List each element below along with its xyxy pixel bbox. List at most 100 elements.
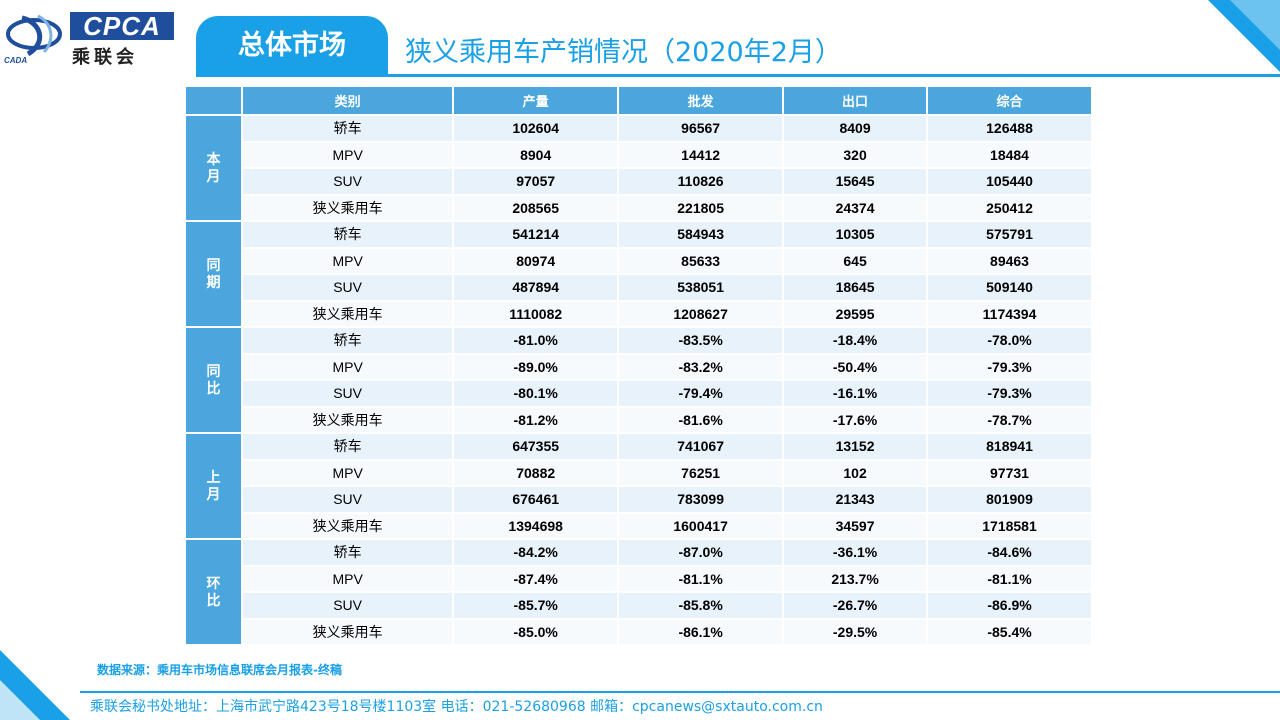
value-cell: 584943 xyxy=(619,222,783,247)
value-cell: 1110082 xyxy=(454,301,618,326)
category-cell: MPV xyxy=(243,354,453,379)
row-group-label: 同比 xyxy=(186,328,241,432)
value-cell: -86.9% xyxy=(928,593,1091,618)
value-cell: -81.1% xyxy=(928,566,1091,591)
value-cell: -79.4% xyxy=(619,381,783,406)
value-cell: 70882 xyxy=(454,460,618,485)
footer-contact: 乘联会秘书处地址：上海市武宁路423号18号楼1103室 电话：021-5268… xyxy=(90,699,823,715)
column-header: 综合 xyxy=(928,87,1091,114)
row-group-label: 环比 xyxy=(186,540,241,644)
value-cell: -83.2% xyxy=(619,354,783,379)
value-cell: 783099 xyxy=(619,487,783,512)
table-row: MPV 8904 14412 320 18484 xyxy=(186,142,1091,167)
value-cell: 1394698 xyxy=(454,513,618,538)
column-header: 产量 xyxy=(454,87,618,114)
value-cell: -79.3% xyxy=(928,381,1091,406)
value-cell: -85.0% xyxy=(454,619,618,644)
value-cell: -81.0% xyxy=(454,328,618,353)
table-row: 狭义乘用车 1394698 1600417 34597 1718581 xyxy=(186,513,1091,538)
value-cell: -29.5% xyxy=(784,619,927,644)
value-cell: -16.1% xyxy=(784,381,927,406)
value-cell: 213.7% xyxy=(784,566,927,591)
value-cell: -26.7% xyxy=(784,593,927,618)
globe-logo-icon xyxy=(6,14,62,57)
table-row: 狭义乘用车 -85.0% -86.1% -29.5% -85.4% xyxy=(186,619,1091,644)
category-cell: 狭义乘用车 xyxy=(243,513,453,538)
value-cell: 21343 xyxy=(784,487,927,512)
value-cell: 34597 xyxy=(784,513,927,538)
value-cell: -81.2% xyxy=(454,407,618,432)
value-cell: 541214 xyxy=(454,222,618,247)
value-cell: -89.0% xyxy=(454,354,618,379)
value-cell: -85.8% xyxy=(619,593,783,618)
value-cell: 29595 xyxy=(784,301,927,326)
table-row: SUV 97057 110826 15645 105440 xyxy=(186,169,1091,194)
value-cell: -79.3% xyxy=(928,354,1091,379)
value-cell: -81.6% xyxy=(619,407,783,432)
value-cell: 97731 xyxy=(928,460,1091,485)
value-cell: 76251 xyxy=(619,460,783,485)
value-cell: 8409 xyxy=(784,116,927,141)
cpca-logo: CPCA 乘联会 CADA xyxy=(0,6,180,68)
category-cell: 狭义乘用车 xyxy=(243,301,453,326)
value-cell: 105440 xyxy=(928,169,1091,194)
corner-decoration-bottom-left xyxy=(0,650,70,720)
value-cell: 18484 xyxy=(928,142,1091,167)
table-row: SUV -85.7% -85.8% -26.7% -86.9% xyxy=(186,593,1091,618)
value-cell: -86.1% xyxy=(619,619,783,644)
value-cell: -84.6% xyxy=(928,540,1091,565)
value-cell: 85633 xyxy=(619,248,783,273)
value-cell: 538051 xyxy=(619,275,783,300)
value-cell: 801909 xyxy=(928,487,1091,512)
value-cell: 18645 xyxy=(784,275,927,300)
production-sales-table: 类别 产量 批发 出口 综合 本月 轿车 102604 96567 8409 126488… xyxy=(184,85,1093,646)
value-cell: 110826 xyxy=(619,169,783,194)
value-cell: 126488 xyxy=(928,116,1091,141)
value-cell: 320 xyxy=(784,142,927,167)
corner-decoration-top-right xyxy=(1208,0,1280,72)
logo-brand-en: CPCA xyxy=(70,12,174,40)
column-header: 批发 xyxy=(619,87,783,114)
value-cell: 676461 xyxy=(454,487,618,512)
value-cell: -18.4% xyxy=(784,328,927,353)
value-cell: 645 xyxy=(784,248,927,273)
category-cell: SUV xyxy=(243,275,453,300)
column-header: 类别 xyxy=(243,87,453,114)
value-cell: -36.1% xyxy=(784,540,927,565)
value-cell: 1174394 xyxy=(928,301,1091,326)
category-cell: 狭义乘用车 xyxy=(243,407,453,432)
category-cell: SUV xyxy=(243,487,453,512)
category-cell: 轿车 xyxy=(243,328,453,353)
value-cell: 10305 xyxy=(784,222,927,247)
value-cell: -87.4% xyxy=(454,566,618,591)
table-corner-cell xyxy=(186,87,241,114)
table-row: SUV -80.1% -79.4% -16.1% -79.3% xyxy=(186,381,1091,406)
table-row: MPV 80974 85633 645 89463 xyxy=(186,248,1091,273)
row-group-label-text: 本月 xyxy=(206,151,221,184)
value-cell: 575791 xyxy=(928,222,1091,247)
table-row: 环比 轿车 -84.2% -87.0% -36.1% -84.6% xyxy=(186,540,1091,644)
value-cell: 13152 xyxy=(784,434,927,459)
category-cell: 狭义乘用车 xyxy=(243,195,453,220)
header-divider xyxy=(196,74,1280,77)
value-cell: -84.2% xyxy=(454,540,618,565)
row-group-label-text: 环比 xyxy=(206,575,221,608)
value-cell: -17.6% xyxy=(784,407,927,432)
value-cell: -78.0% xyxy=(928,328,1091,353)
value-cell: -50.4% xyxy=(784,354,927,379)
column-header: 出口 xyxy=(784,87,927,114)
value-cell: 80974 xyxy=(454,248,618,273)
category-cell: MPV xyxy=(243,248,453,273)
category-cell: 轿车 xyxy=(243,222,453,247)
value-cell: 1208627 xyxy=(619,301,783,326)
table-row: 同比 轿车 -81.0% -83.5% -18.4% -78.0% xyxy=(186,328,1091,432)
value-cell: 818941 xyxy=(928,434,1091,459)
row-group-label-text: 同期 xyxy=(206,257,221,290)
value-cell: 1600417 xyxy=(619,513,783,538)
table-row: MPV -87.4% -81.1% 213.7% -81.1% xyxy=(186,566,1091,591)
value-cell: 14412 xyxy=(619,142,783,167)
data-source-note: 数据来源：乘用车市场信息联席会月报表-终稿 xyxy=(97,663,342,677)
value-cell: 102 xyxy=(784,460,927,485)
table-row: SUV 676461 783099 21343 801909 xyxy=(186,487,1091,512)
value-cell: -87.0% xyxy=(619,540,783,565)
